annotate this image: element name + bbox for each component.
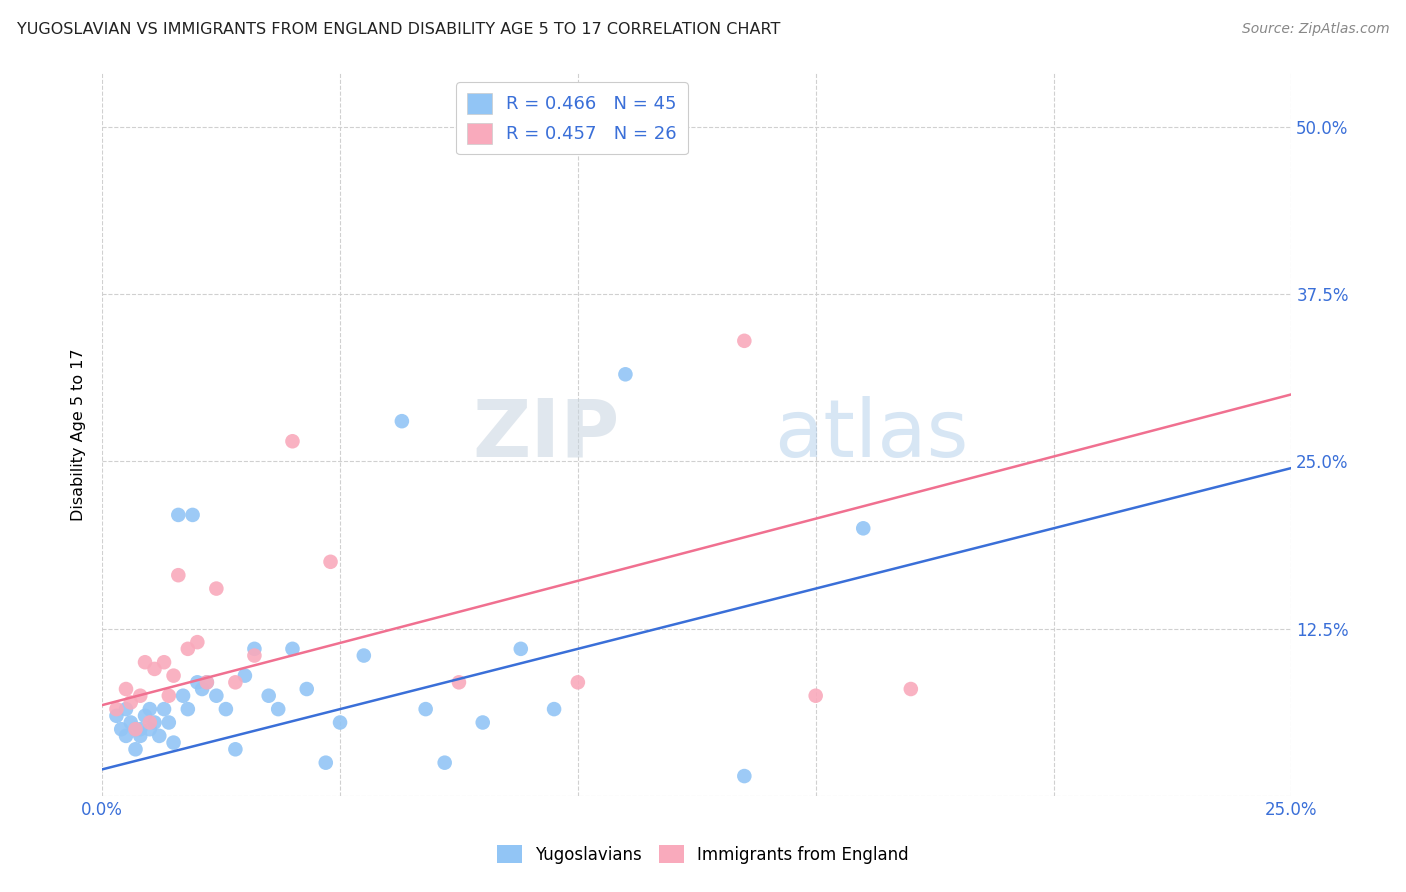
Point — [177, 702, 200, 716]
Text: YUGOSLAVIAN VS IMMIGRANTS FROM ENGLAND DISABILITY AGE 5 TO 17 CORRELATION CHART: YUGOSLAVIAN VS IMMIGRANTS FROM ENGLAND D… — [17, 22, 780, 37]
Point — [415, 702, 437, 716]
Point — [233, 668, 256, 682]
Point — [267, 702, 290, 716]
Point — [319, 555, 342, 569]
Point — [153, 655, 176, 669]
Legend: Yugoslavians, Immigrants from England: Yugoslavians, Immigrants from England — [491, 838, 915, 871]
Point — [205, 582, 228, 596]
Point — [162, 668, 184, 682]
Point — [257, 689, 280, 703]
Point — [224, 742, 246, 756]
Point — [120, 715, 142, 730]
Point — [124, 722, 146, 736]
Point — [662, 120, 685, 134]
Point — [433, 756, 456, 770]
Point — [391, 414, 413, 428]
Point — [353, 648, 375, 663]
Point — [115, 729, 138, 743]
Point — [120, 695, 142, 709]
Point — [509, 641, 531, 656]
Text: Source: ZipAtlas.com: Source: ZipAtlas.com — [1241, 22, 1389, 37]
Point — [315, 756, 337, 770]
Point — [614, 368, 637, 382]
Point — [852, 521, 875, 535]
Point — [471, 715, 494, 730]
Point — [167, 508, 190, 522]
Point — [172, 689, 194, 703]
Point — [134, 655, 156, 669]
Point — [205, 689, 228, 703]
Point — [153, 702, 176, 716]
Point — [124, 742, 146, 756]
Point — [139, 715, 162, 730]
Point — [129, 729, 152, 743]
Point — [167, 568, 190, 582]
Point — [329, 715, 352, 730]
Point — [124, 722, 146, 736]
Point — [134, 708, 156, 723]
Point — [243, 641, 266, 656]
Point — [224, 675, 246, 690]
Point — [157, 715, 180, 730]
Point — [139, 702, 162, 716]
Point — [139, 722, 162, 736]
Point — [186, 635, 208, 649]
Point — [804, 689, 827, 703]
Point — [148, 729, 170, 743]
Point — [733, 334, 755, 348]
Point — [181, 508, 204, 522]
Point — [215, 702, 238, 716]
Point — [900, 681, 922, 696]
Point — [143, 662, 166, 676]
Point — [191, 681, 214, 696]
Point — [295, 681, 318, 696]
Point — [115, 681, 138, 696]
Text: atlas: atlas — [775, 395, 969, 474]
Point — [143, 715, 166, 730]
Legend: R = 0.466   N = 45, R = 0.457   N = 26: R = 0.466 N = 45, R = 0.457 N = 26 — [456, 82, 688, 154]
Point — [567, 675, 589, 690]
Point — [195, 675, 218, 690]
Point — [281, 434, 304, 449]
Point — [195, 675, 218, 690]
Point — [733, 769, 755, 783]
Point — [110, 722, 132, 736]
Point — [105, 708, 128, 723]
Point — [543, 702, 565, 716]
Point — [129, 722, 152, 736]
Text: ZIP: ZIP — [472, 395, 620, 474]
Point — [447, 675, 470, 690]
Point — [281, 641, 304, 656]
Point — [105, 702, 128, 716]
Point — [177, 641, 200, 656]
Y-axis label: Disability Age 5 to 17: Disability Age 5 to 17 — [72, 348, 86, 521]
Point — [115, 702, 138, 716]
Point — [186, 675, 208, 690]
Point — [162, 736, 184, 750]
Point — [243, 648, 266, 663]
Point — [129, 689, 152, 703]
Point — [157, 689, 180, 703]
